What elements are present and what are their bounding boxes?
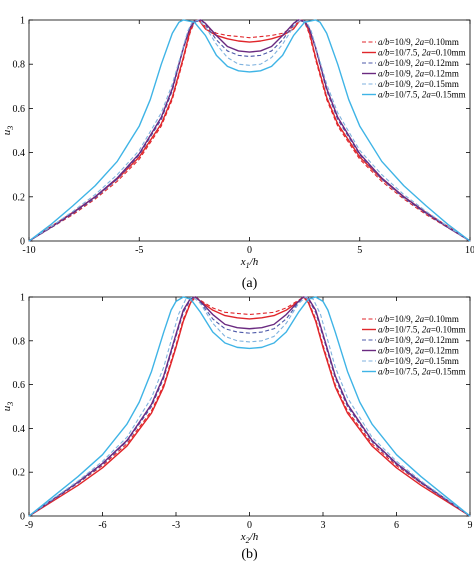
series-line-4 [28, 19, 471, 242]
x-tick-label: -3 [172, 520, 180, 531]
series-line-5 [28, 296, 471, 517]
series-line-1 [28, 296, 471, 517]
y-tick-label: 0.4 [13, 148, 26, 159]
y-tick-label: 1 [20, 293, 25, 304]
series-line-3 [28, 296, 471, 517]
y-axis-label: u3 [1, 126, 15, 136]
x-tick-label: 5 [357, 245, 362, 256]
x-tick-label: 0 [247, 245, 252, 256]
x-tick-label: -9 [25, 520, 33, 531]
chart-panel-2: -9 -6 -3 0 3 6 9 0 0.2 0.4 0.6 0.8 1 x2/h u3 (b) a/b=10/… [1, 293, 473, 563]
x-tick-label: 10 [465, 245, 474, 256]
series-line-2 [28, 19, 471, 242]
x-tick-label: 9 [468, 520, 473, 531]
legend-entry: a/b=10/9, 2a=0.12mm [378, 346, 459, 356]
panel-label: (b) [241, 547, 258, 562]
legend-entry: a/b=10/7.5, 2a=0.15mm [378, 367, 466, 377]
y-tick-label: 1 [20, 16, 25, 27]
y-tick-label: 0.6 [13, 380, 26, 391]
y-axis-label: u3 [1, 402, 15, 412]
x-tick-label: -10 [22, 245, 35, 256]
y-tick-label: 0.2 [13, 468, 26, 479]
y-tick-label: 0.8 [13, 336, 26, 347]
y-tick-label: 0.8 [13, 60, 26, 71]
y-tick-label: 0.6 [13, 104, 26, 115]
legend-entry: a/b=10/7.5, 2a=0.10mm [378, 325, 466, 335]
legend-entry: a/b=10/7.5, 2a=0.15mm [378, 90, 466, 100]
x-tick-label: -6 [98, 520, 106, 531]
legend-entry: a/b=10/9, 2a=0.12mm [378, 58, 459, 68]
y-tick-label: 0.4 [13, 424, 26, 435]
x-tick-label: 6 [394, 520, 399, 531]
y-tick-label: 0 [20, 512, 25, 523]
x-tick-label: 0 [247, 520, 252, 531]
series-line-5 [28, 19, 471, 242]
legend-entry: a/b=10/9, 2a=0.15mm [378, 356, 459, 366]
y-tick-label: 0 [20, 237, 25, 248]
series-line-6 [28, 19, 471, 242]
series-line-2 [28, 296, 471, 517]
panel-label: (a) [242, 276, 258, 291]
legend-entry: a/b=10/9, 2a=0.10mm [378, 37, 459, 47]
legend-entry: a/b=10/9, 2a=0.15mm [378, 79, 459, 89]
legend-entry: a/b=10/9, 2a=0.10mm [378, 314, 459, 324]
x-axis-label: x2/h [240, 531, 259, 545]
x-tick-label: -5 [135, 245, 143, 256]
legend-entry: a/b=10/9, 2a=0.12mm [378, 335, 459, 345]
series-line-1 [28, 19, 471, 242]
x-tick-label: 3 [321, 520, 326, 531]
x-axis-label: x1/h [240, 256, 259, 270]
series-line-6 [28, 296, 471, 517]
chart-panel-1: -10 -5 0 5 10 0 0.2 0.4 0.6 0.8 1 x1/h u3 (a) a/b=10/9… [1, 16, 474, 292]
series-line-4 [28, 296, 471, 517]
legend-entry: a/b=10/7.5, 2a=0.10mm [378, 48, 466, 58]
y-tick-label: 0.2 [13, 192, 26, 203]
legend-entry: a/b=10/9, 2a=0.12mm [378, 69, 459, 79]
